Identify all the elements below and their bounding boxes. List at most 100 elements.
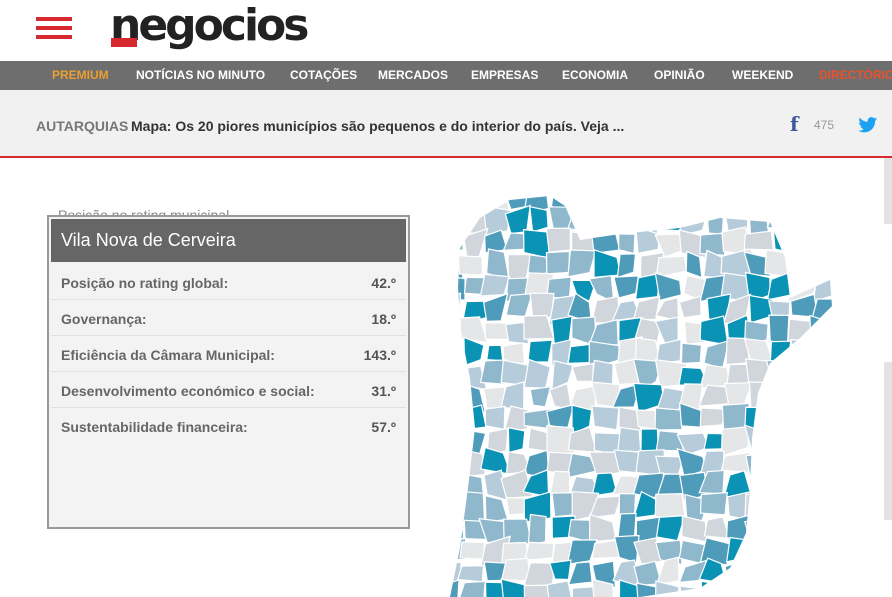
municipality-region[interactable]	[744, 516, 772, 545]
municipality-region[interactable]	[523, 541, 555, 562]
municipality-region[interactable]	[479, 273, 511, 297]
site-logo[interactable]: negocios	[110, 2, 309, 50]
municipality-region[interactable]	[440, 490, 465, 523]
municipality-region[interactable]	[790, 386, 813, 413]
nav-item-noticias-no-minuto[interactable]: NOTÍCIAS NO MINUTO	[136, 68, 266, 82]
municipality-region[interactable]	[440, 468, 468, 497]
nav-item-empresas[interactable]: EMPRESAS	[471, 68, 539, 82]
municipality-region[interactable]	[809, 425, 835, 457]
municipality-region[interactable]	[812, 342, 835, 365]
municipality-region[interactable]	[706, 210, 725, 235]
municipality-region[interactable]	[787, 227, 816, 255]
municipality-region[interactable]	[654, 407, 686, 431]
municipality-region[interactable]	[571, 404, 593, 436]
municipality-region[interactable]	[748, 381, 771, 411]
municipality-region[interactable]	[812, 447, 835, 476]
municipality-region[interactable]	[764, 428, 798, 458]
municipality-region[interactable]	[720, 426, 749, 457]
municipality-region[interactable]	[440, 338, 468, 370]
municipality-region[interactable]	[769, 514, 796, 543]
municipality-region[interactable]	[593, 248, 622, 278]
municipality-region[interactable]	[744, 579, 770, 597]
municipality-region[interactable]	[787, 534, 815, 564]
municipality-region[interactable]	[440, 424, 467, 454]
municipality-region[interactable]	[654, 580, 680, 597]
municipality-region[interactable]	[767, 446, 798, 475]
nav-item-cotacoes[interactable]: COTAÇÕES	[290, 68, 358, 82]
municipality-region[interactable]	[479, 359, 509, 386]
municipality-region[interactable]	[786, 425, 820, 456]
nav-item-opiniao[interactable]: OPINIÃO	[654, 68, 705, 82]
municipality-region[interactable]	[811, 363, 835, 391]
municipality-region[interactable]	[811, 386, 836, 414]
municipality-region[interactable]	[749, 475, 771, 497]
municipality-region[interactable]	[812, 274, 835, 303]
municipality-region[interactable]	[456, 404, 487, 432]
municipality-region[interactable]	[529, 205, 549, 233]
municipality-region[interactable]	[570, 279, 598, 303]
nav-item-mercados[interactable]: MERCADOS	[378, 68, 449, 82]
municipality-region[interactable]	[724, 558, 752, 590]
municipality-region[interactable]	[632, 188, 660, 213]
municipality-region[interactable]	[790, 470, 819, 499]
nav-item-premium[interactable]: PREMIUM	[52, 68, 109, 82]
municipality-region[interactable]	[703, 516, 731, 540]
municipality-region[interactable]	[612, 474, 639, 498]
municipality-region[interactable]	[613, 534, 640, 564]
municipality-region[interactable]	[567, 561, 593, 586]
municipality-region[interactable]	[814, 406, 832, 430]
municipality-region[interactable]	[617, 426, 642, 453]
headline-section[interactable]: AUTARQUIAS	[36, 118, 129, 134]
municipality-region[interactable]	[811, 188, 835, 212]
municipality-region[interactable]	[591, 578, 615, 597]
municipality-region[interactable]	[545, 227, 571, 253]
municipality-region[interactable]	[786, 516, 817, 543]
twitter-icon[interactable]	[858, 117, 878, 133]
municipality-region[interactable]	[677, 188, 708, 213]
municipality-region[interactable]	[482, 292, 509, 323]
municipality-region[interactable]	[463, 227, 489, 259]
municipality-region[interactable]	[723, 381, 754, 406]
municipality-region[interactable]	[459, 541, 485, 561]
municipality-region[interactable]	[813, 233, 835, 259]
municipality-region[interactable]	[787, 188, 813, 215]
municipality-region[interactable]	[764, 249, 791, 278]
municipality-region[interactable]	[486, 344, 504, 362]
municipality-region[interactable]	[679, 402, 708, 429]
municipality-region[interactable]	[787, 403, 820, 435]
municipality-region[interactable]	[812, 538, 835, 568]
municipality-region[interactable]	[484, 405, 506, 431]
municipality-region[interactable]	[611, 205, 638, 236]
municipality-region[interactable]	[681, 515, 709, 543]
municipality-region[interactable]	[440, 385, 464, 411]
facebook-icon[interactable]: f	[790, 112, 799, 136]
municipality-region[interactable]	[698, 191, 724, 207]
municipality-region[interactable]	[617, 233, 636, 255]
municipality-region[interactable]	[811, 206, 835, 234]
headline-title[interactable]: Mapa: Os 20 piores municípios são pequen…	[131, 118, 625, 134]
municipality-region[interactable]	[764, 579, 796, 597]
municipality-region[interactable]	[440, 447, 463, 475]
municipality-region[interactable]	[654, 188, 684, 216]
municipality-region[interactable]	[502, 405, 529, 435]
municipality-region[interactable]	[765, 188, 796, 211]
municipality-region[interactable]	[440, 274, 466, 301]
municipality-region[interactable]	[749, 558, 774, 587]
municipality-region[interactable]	[678, 295, 702, 319]
municipality-region[interactable]	[813, 517, 835, 541]
municipality-region[interactable]	[440, 292, 462, 325]
municipality-region[interactable]	[635, 226, 661, 255]
municipality-region[interactable]	[764, 402, 797, 433]
municipality-region[interactable]	[790, 560, 820, 588]
municipality-region[interactable]	[632, 358, 664, 392]
municipality-region[interactable]	[812, 562, 835, 589]
municipality-region[interactable]	[655, 514, 686, 542]
municipality-region[interactable]	[787, 448, 813, 476]
menu-icon[interactable]	[36, 17, 72, 39]
municipality-region[interactable]	[571, 585, 598, 597]
municipality-region[interactable]	[766, 208, 792, 231]
municipality-region[interactable]	[767, 564, 796, 590]
nav-item-weekend[interactable]: WEEKEND	[732, 68, 794, 82]
municipality-region[interactable]	[809, 314, 835, 344]
municipality-region[interactable]	[458, 490, 486, 523]
